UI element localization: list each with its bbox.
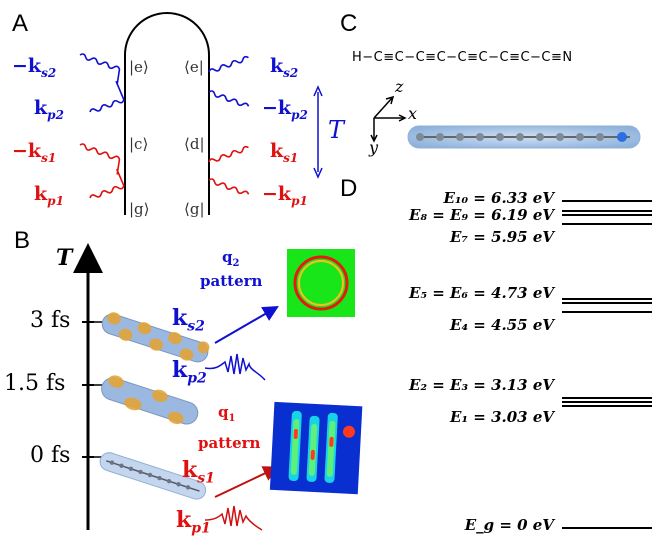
label-minus-kp2-right: −kp2 [262, 97, 308, 122]
molecule-1p5fs [101, 375, 199, 425]
q1-label: q1 [218, 403, 236, 424]
tick-3fs: 3 fs [30, 308, 71, 333]
q2-pattern-label: pattern [200, 272, 263, 290]
level-label-e2-e3: E₂ = E₃ = 3.13 eV [409, 376, 554, 394]
panel-label-c: C [340, 10, 358, 37]
label-minus-ks1-left: −ks1 [12, 140, 57, 165]
label-ks2-b: ks2 [172, 305, 205, 335]
pulse-p1 [204, 505, 263, 531]
molecule-3d [407, 125, 641, 149]
level-label-e5-e6: E₅ = E₆ = 4.73 eV [409, 284, 554, 302]
label-kp2-left: kp2 [34, 97, 64, 122]
ket-e: |e⟩ [129, 58, 149, 76]
label-minus-kp1-right: −kp1 [262, 183, 308, 208]
feynman-diagram [124, 12, 323, 215]
energy-levels [562, 200, 652, 529]
q1-pattern-label: pattern [198, 434, 261, 452]
label-ks1-right: ks1 [270, 140, 299, 165]
label-ks2-right: ks2 [270, 55, 299, 80]
label-ks1-b: ks1 [182, 457, 215, 487]
molecular-formula: H−C≡C−C≡C−C≡C−C≡C−C≡N [352, 50, 573, 65]
bra-e: ⟨e| [184, 58, 204, 76]
q2-scatter-arrow [214, 305, 279, 344]
bra-g: ⟨g| [184, 200, 205, 218]
label-minus-ks2-left: −ks2 [12, 55, 57, 80]
label-kp1-left: kp1 [34, 183, 64, 208]
ket-g: |g⟩ [129, 200, 150, 218]
label-kp2-b: kp2 [172, 357, 207, 387]
label-kp1-b: kp1 [176, 507, 211, 537]
coordinate-axes [370, 95, 407, 143]
time-axis-label: T [56, 245, 73, 271]
tick-0fs: 0 fs [30, 443, 71, 468]
q1-pattern-image [269, 401, 363, 495]
time-interval-label: T [328, 116, 345, 144]
axis-x-label: x [408, 104, 418, 123]
bra-d: ⟨d| [184, 135, 205, 153]
photon-lines [79, 53, 250, 199]
q2-label: q2 [222, 248, 240, 269]
level-label-e1: E₁ = 3.03 eV [450, 408, 554, 426]
level-label-e8-e9: E₈ = E₉ = 6.19 eV [409, 206, 554, 224]
q1-scatter-arrow [214, 466, 280, 498]
molecule-3fs [101, 312, 210, 363]
q2-pattern-image [287, 249, 355, 317]
axis-y-label: y [369, 138, 379, 157]
molecule-0fs [99, 452, 207, 500]
pulse-p2 [204, 353, 266, 381]
panel-label-d: D [340, 175, 358, 202]
panel-label-a: A [12, 10, 29, 37]
level-label-e10: E₁₀ = 6.33 eV [443, 189, 554, 207]
level-label-eg: E_g = 0 eV [464, 516, 554, 534]
tick-1p5fs: 1.5 fs [4, 371, 66, 396]
ket-c: |c⟩ [129, 135, 149, 153]
level-label-e7: E₇ = 5.95 eV [450, 228, 554, 246]
axis-z-label: z [395, 77, 404, 96]
level-label-e4: E₄ = 4.55 eV [450, 316, 554, 334]
panel-label-b: B [14, 227, 31, 254]
